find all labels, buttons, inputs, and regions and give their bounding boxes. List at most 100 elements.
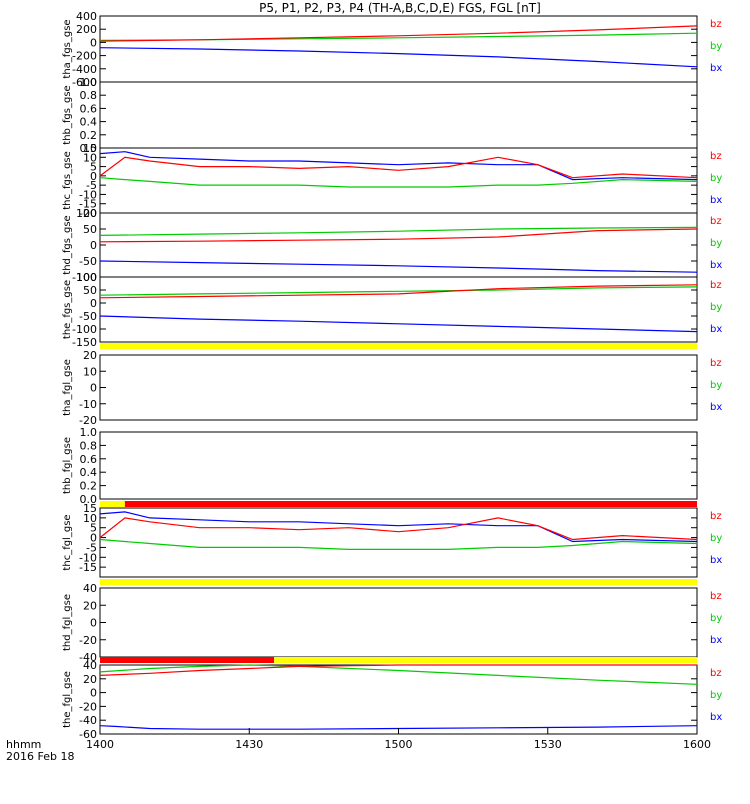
panel-frame xyxy=(99,81,698,149)
legend-bz: bz xyxy=(710,216,722,227)
series-bz xyxy=(99,664,697,676)
panel-thd_fgl_gse: 40 20 0 -20 -40 thd_fgl_gse bz by bx xyxy=(62,582,722,664)
y-tick-label: 0 xyxy=(90,36,97,49)
y-tick-label: 0.4 xyxy=(80,116,98,129)
y-tick-label: 0 xyxy=(90,532,97,545)
y-tick-label: 0.6 xyxy=(80,102,98,115)
y-tick-label: 0 xyxy=(90,617,97,630)
y-axis-label: thc_fgs_gse xyxy=(62,151,73,210)
y-tick-label: 50 xyxy=(83,284,97,297)
series-bz xyxy=(99,228,698,243)
series-bx xyxy=(99,725,698,730)
y-axis-label: thc_fgl_gse xyxy=(62,514,73,570)
series-bz xyxy=(99,517,698,541)
chart-title: P5, P1, P2, P3, P4 (TH-A,B,C,D,E) FGS, F… xyxy=(259,1,541,15)
y-tick-label: 0 xyxy=(90,239,97,252)
y-tick-label: 50 xyxy=(83,223,97,236)
series-bx xyxy=(99,151,698,181)
y-axis-label: the_fgs_gse xyxy=(62,280,73,339)
legend-by: by xyxy=(710,302,722,313)
y-tick-label: 15 xyxy=(83,502,97,515)
x-footer-label: hhmm xyxy=(6,738,41,751)
status-bar-yellow xyxy=(100,579,697,585)
series-by xyxy=(99,177,698,188)
panel-frame xyxy=(99,354,698,421)
y-tick-label: -20 xyxy=(79,700,97,713)
y-tick-label: 0 xyxy=(90,382,97,395)
y-tick-label: 0 xyxy=(90,687,97,700)
series-bz xyxy=(99,156,698,179)
y-axis-label: thd_fgs_gse xyxy=(62,215,73,274)
series-by xyxy=(99,286,698,296)
status-bar-red xyxy=(100,657,275,663)
legend-bx: bx xyxy=(710,712,722,723)
legend-bx: bx xyxy=(710,635,722,646)
series-bx xyxy=(99,47,698,68)
panel-frame xyxy=(99,276,698,343)
series-by xyxy=(99,538,698,551)
y-tick-label: 100 xyxy=(76,207,97,220)
legend-bx: bx xyxy=(710,555,722,566)
y-tick-label: -5 xyxy=(86,179,97,192)
y-tick-label: -40 xyxy=(79,714,97,727)
legend-by: by xyxy=(710,533,722,544)
y-tick-label: -600 xyxy=(72,76,97,89)
y-tick-label: -5 xyxy=(86,541,97,554)
y-axis-label: thb_fgl_gse xyxy=(62,437,73,494)
x-footer-date: 2016 Feb 18 xyxy=(6,750,74,763)
status-bar-yellow xyxy=(100,343,697,349)
y-axis-label: thd_fgl_gse xyxy=(62,594,73,651)
legend-bx: bx xyxy=(710,402,722,413)
panel-thb_fgl_gse: 1.00.80.60.40.20.0 thb_fgl_gse xyxy=(62,426,698,506)
y-tick-label: 1.0 xyxy=(80,426,98,439)
series-by xyxy=(99,664,698,685)
y-tick-label: 20 xyxy=(83,673,97,686)
legend-bx: bx xyxy=(710,195,722,206)
y-tick-label: -40 xyxy=(79,651,97,664)
series-bz xyxy=(99,284,698,299)
y-tick-label: 0.0 xyxy=(80,142,98,155)
y-tick-label: 1.0 xyxy=(80,76,98,89)
y-tick-label: 100 xyxy=(76,271,97,284)
y-tick-label: -10 xyxy=(79,398,97,411)
y-tick-label: 5 xyxy=(90,161,97,174)
legend-bx: bx xyxy=(710,324,722,335)
legend-bx: bx xyxy=(710,260,722,271)
y-tick-label: 200 xyxy=(76,23,97,36)
y-tick-label: 10 xyxy=(83,365,97,378)
y-tick-label: 400 xyxy=(76,10,97,23)
x-tick-label: 1600 xyxy=(683,738,711,751)
y-tick-label: 0.6 xyxy=(80,453,98,466)
y-tick-label: 40 xyxy=(83,582,97,595)
y-tick-label: 40 xyxy=(83,659,97,672)
y-tick-label: 0.2 xyxy=(80,129,98,142)
series-bx xyxy=(99,315,698,333)
legend-bx: bx xyxy=(710,63,722,74)
legend-bz: bz xyxy=(710,511,722,522)
y-tick-label: -100 xyxy=(72,323,97,336)
panel-tha_fgl_gse: 20 10 0 -10 -20 tha_fgl_gse bz by bx xyxy=(62,349,722,427)
panel-frame xyxy=(99,212,698,278)
y-tick-label: -10 xyxy=(79,188,97,201)
y-tick-label: 20 xyxy=(83,599,97,612)
status-bar-yellow xyxy=(274,657,697,663)
panel-frame xyxy=(99,431,698,500)
series-by xyxy=(99,226,698,236)
y-tick-label: -60 xyxy=(79,728,97,741)
y-tick-label: 0.0 xyxy=(80,493,98,506)
legend-bz: bz xyxy=(710,668,722,679)
series-bx xyxy=(99,511,698,543)
y-tick-label: -400 xyxy=(72,63,97,76)
panel-frame xyxy=(99,587,698,658)
y-tick-label: -15 xyxy=(79,561,97,574)
y-tick-label: -10 xyxy=(79,551,97,564)
y-tick-label: -15 xyxy=(79,198,97,211)
y-tick-label: 0.2 xyxy=(80,480,98,493)
legend-bz: bz xyxy=(710,591,722,602)
